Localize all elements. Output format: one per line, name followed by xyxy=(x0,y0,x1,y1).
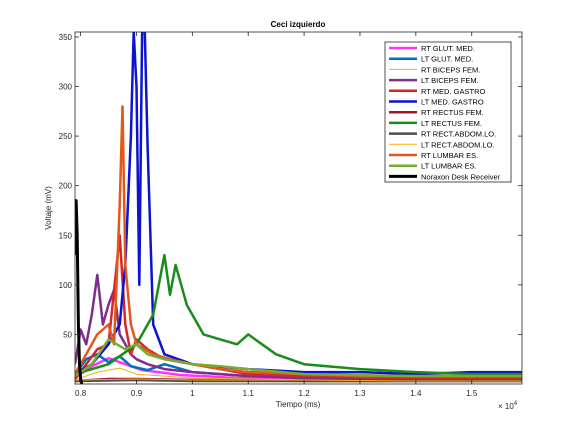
y-tick-label: 350 xyxy=(59,33,73,42)
legend-label: RT MED. GASTRO xyxy=(421,87,485,96)
y-tick-label: 100 xyxy=(59,281,73,290)
x-tick-label: 1.4 xyxy=(410,389,422,398)
x-exponent-label: × 104 xyxy=(498,401,518,411)
x-tick-label: 1.5 xyxy=(466,389,478,398)
legend-label: LT MED. GASTRO xyxy=(421,98,484,107)
legend-label: LT LUMBAR ES. xyxy=(421,162,477,171)
legend-label: RT GLUT. MED. xyxy=(421,44,475,53)
chart-title: Ceci izquierdo xyxy=(271,20,326,29)
legend-label: RT RECT.ABDOM.LO. xyxy=(421,130,496,139)
series-line-6 xyxy=(75,32,522,376)
y-tick-label: 50 xyxy=(63,330,72,339)
plot-frame xyxy=(74,31,523,385)
x-tick-label: 1 xyxy=(190,389,195,398)
x-tick-label: 0.8 xyxy=(75,389,87,398)
x-axis-label: Tiempo (ms) xyxy=(276,400,321,409)
y-tick-label: 250 xyxy=(59,132,73,141)
x-tick-label: 1.1 xyxy=(243,389,255,398)
legend-label: LT RECT.ABDOM.LO. xyxy=(421,140,495,149)
y-tick-label: 200 xyxy=(59,182,73,191)
legend-label: Noraxon Desk Receiver xyxy=(421,172,501,181)
x-tick-label: 1.2 xyxy=(299,389,311,398)
legend-label: RT BICEPS FEM. xyxy=(421,65,480,74)
legend-label: LT BICEPS FEM. xyxy=(421,76,479,85)
y-tick-label: 150 xyxy=(59,231,73,240)
y-axis-label: Voltaje (mV) xyxy=(44,186,53,230)
y-tick-label: 300 xyxy=(59,83,73,92)
legend-label: LT GLUT. MED. xyxy=(421,55,473,64)
legend: RT GLUT. MED. LT GLUT. MED.RT BICEPS FEM.… xyxy=(384,41,512,183)
ticks-layer: 0.8 0.9 1 1.1 1.2 1.3 1.4 1.5 50 100 150 200 250 300 3… xyxy=(59,32,522,398)
series-line-8 xyxy=(75,253,522,376)
x-tick-label: 0.9 xyxy=(131,389,143,398)
legend-label: RT RECTUS FEM. xyxy=(421,108,484,117)
legend-label: LT RECTUS FEM. xyxy=(421,119,482,128)
x-exponent-power: 4 xyxy=(514,401,518,407)
x-tick-label: 1.3 xyxy=(354,389,366,398)
x-exponent-base: × 10 xyxy=(498,402,514,411)
series-line-13 xyxy=(75,199,84,384)
series-line-12 xyxy=(75,338,522,378)
legend-label: RT LUMBAR ES. xyxy=(421,151,478,160)
